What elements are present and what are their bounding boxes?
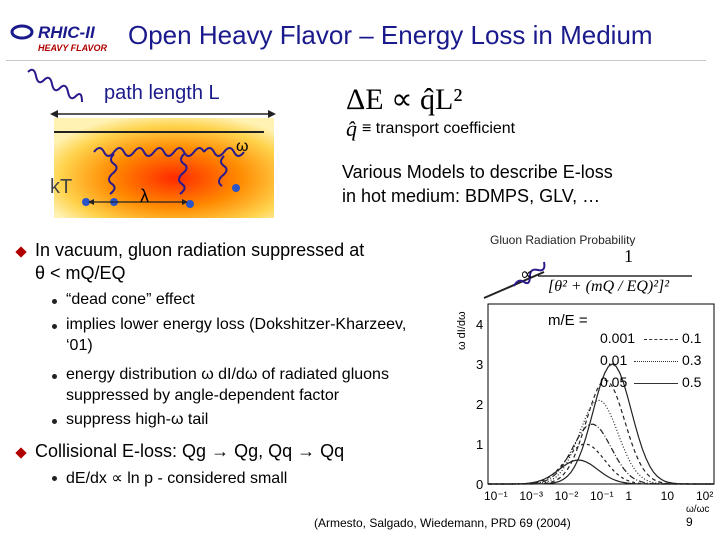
chart-y-axis-label: ω dI/dω (456, 311, 468, 350)
legend-row-3-left: 0.05 (600, 374, 628, 390)
y-ticks: 0 1 2 3 4 (476, 317, 483, 492)
chart-x-axis-label: ω/ωc (686, 504, 710, 515)
lambda-label: λ (140, 186, 149, 206)
sub-bullet-icon (52, 419, 57, 424)
bullet-vacuum-line-2: θ < mQ/EQ (35, 263, 126, 283)
legend-row-2-left: 0.01 (600, 352, 628, 368)
sub-bullet-energy-dist-2: suppressed by angle-dependent factor (66, 387, 340, 404)
transport-coefficient-text: ≡ transport coefficient (362, 120, 516, 137)
transport-symbol: q̂ (346, 116, 357, 141)
formula-denominator: [θ² + (mQ / EQ)²]² (548, 278, 670, 295)
proportional-symbol: ∝ (520, 264, 533, 284)
rhic-ii-logo: RHIC-II HEAVY FLAVOR (8, 14, 120, 54)
x-ticks: 10⁻¹ 10⁻³ 10⁻² 10⁻¹ 1 10 10² (484, 489, 713, 503)
energy-distribution-chart: 0 1 2 3 4 10⁻¹ 10⁻³ 10⁻² 10⁻¹ 1 10 10² (468, 300, 716, 514)
kt-label: kT (50, 176, 73, 198)
sub-bullet-lower-eloss-2: ‘01) (66, 337, 93, 354)
legend-row-1-right: 0.1 (682, 330, 702, 346)
sub-bullet-icon (52, 374, 57, 379)
chart-series-line (488, 459, 714, 485)
header-divider (6, 60, 706, 61)
legend-line-3 (634, 383, 678, 384)
sub-bullet-energy-dist-1: energy distribution ω dI/dω of radiated … (66, 366, 389, 383)
y-tick-label: 4 (476, 317, 483, 332)
sub-bullet-lower-eloss-1: implies lower energy loss (Dokshitzer-Kh… (66, 316, 407, 333)
models-line-1: Various Models to describe E-loss (342, 162, 613, 182)
x-tick-label: 10⁻³ (519, 489, 543, 503)
bullet-collisional: Collisional E-loss: Qg → Qg, Qq → Qq (35, 441, 345, 461)
x-tick-label: 1 (625, 489, 632, 503)
slide-title: Open Heavy Flavor – Energy Loss in Mediu… (128, 20, 653, 50)
sub-bullet-dedx: dE/dx ∝ ln p - considered small (66, 470, 288, 487)
y-tick-label: 0 (476, 477, 483, 492)
x-tick-label: 10⁻¹ (590, 489, 614, 503)
formula-numerator: 1 (624, 246, 633, 266)
x-tick-label: 10⁻¹ (484, 489, 508, 503)
chart-curves (488, 363, 714, 485)
legend-row-1-left: 0.001 (600, 330, 636, 346)
legend-line-2 (634, 361, 678, 362)
legend-row-3-right: 0.5 (682, 374, 702, 390)
sub-bullet-icon (52, 476, 57, 481)
models-line-2: in hot medium: BDMPS, GLV, … (342, 186, 601, 206)
y-tick-label: 1 (476, 437, 483, 452)
sub-bullet-icon (52, 299, 57, 304)
page-number: 9 (686, 515, 693, 529)
legend-row-2-right: 0.3 (682, 352, 702, 368)
sub-bullet-dead-cone: “dead cone” effect (66, 291, 195, 308)
chart-legend-title: m/E = (548, 312, 588, 329)
legend-line-1 (644, 339, 678, 340)
energy-loss-formula: ΔE ∝ q̂L² (346, 83, 463, 116)
x-tick-label: 10⁻² (555, 489, 579, 503)
gluon-radiation-diagram (14, 62, 276, 224)
x-tick-label: 10 (661, 489, 675, 503)
bullet-vacuum-line-1: In vacuum, gluon radiation suppressed at (35, 240, 365, 260)
logo-top-text: RHIC-II (38, 23, 96, 42)
gluon-probability-formula (480, 246, 704, 304)
x-tick-label: 10² (696, 489, 713, 503)
y-tick-label: 2 (476, 397, 483, 412)
bullet-icon (15, 447, 27, 459)
y-tick-label: 3 (476, 357, 483, 372)
bullet-icon (15, 246, 27, 258)
logo-bottom-text: HEAVY FLAVOR (38, 43, 108, 53)
omega-label: ω (236, 138, 249, 155)
sub-bullet-icon (52, 324, 57, 329)
path-length-label: path length L (104, 82, 220, 104)
sub-bullet-high-omega: suppress high-ω tail (66, 411, 209, 428)
models-text: Various Models to describe E-loss in hot… (342, 160, 613, 208)
gluon-probability-title: Gluon Radiation Probability (490, 233, 636, 247)
citation: (Armesto, Salgado, Wiedemann, PRD 69 (20… (314, 516, 571, 530)
